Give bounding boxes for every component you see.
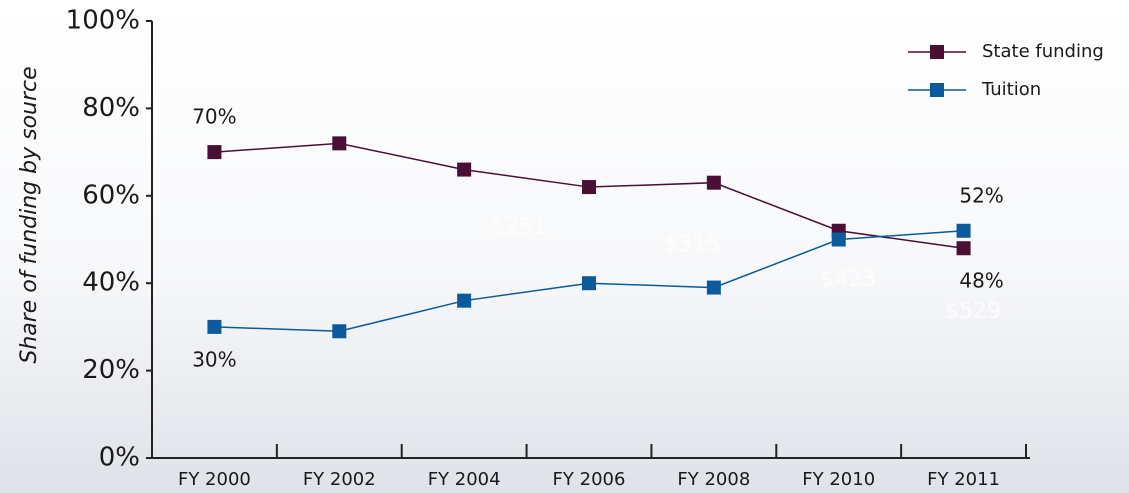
- y-axis-label: Share of funding by source: [17, 66, 42, 363]
- data-label: 52%: [959, 183, 1003, 207]
- x-tick-label: FY 2006: [553, 469, 626, 490]
- x-tick-label: FY 2011: [927, 469, 1000, 490]
- annotation: $423: [820, 267, 876, 292]
- legend-label: State funding: [982, 41, 1104, 62]
- x-tick-label: FY 2004: [428, 469, 501, 490]
- y-tick-label: 20%: [82, 355, 140, 385]
- marker: [207, 145, 222, 160]
- marker: [706, 175, 721, 190]
- marker: [457, 162, 472, 177]
- x-tick-label: FY 2000: [178, 469, 251, 490]
- marker: [332, 324, 347, 339]
- data-label: 48%: [959, 269, 1003, 293]
- legend-label: Tuition: [981, 79, 1041, 100]
- y-tick-label: 40%: [82, 268, 140, 298]
- data-label: 30%: [192, 347, 236, 371]
- y-tick-label: 60%: [82, 180, 140, 210]
- marker: [332, 136, 347, 151]
- marker: [831, 232, 846, 247]
- marker: [706, 280, 721, 295]
- data-label: 70%: [192, 105, 236, 129]
- x-tick-label: FY 2010: [802, 469, 875, 490]
- marker: [207, 319, 222, 334]
- annotation: $315: [664, 232, 720, 257]
- y-tick-label: 0%: [99, 443, 140, 473]
- marker: [582, 276, 596, 291]
- legend-marker: [930, 45, 944, 59]
- marker: [956, 223, 971, 238]
- annotation: $251: [491, 215, 547, 240]
- y-tick-label: 80%: [82, 93, 140, 123]
- legend-marker: [930, 83, 944, 97]
- x-tick-label: FY 2008: [677, 469, 750, 490]
- marker: [582, 180, 596, 195]
- marker: [956, 241, 971, 256]
- marker: [457, 293, 472, 308]
- x-tick-label: FY 2002: [303, 469, 376, 490]
- y-tick-label: 100%: [66, 6, 140, 36]
- annotation: $529: [945, 299, 1001, 324]
